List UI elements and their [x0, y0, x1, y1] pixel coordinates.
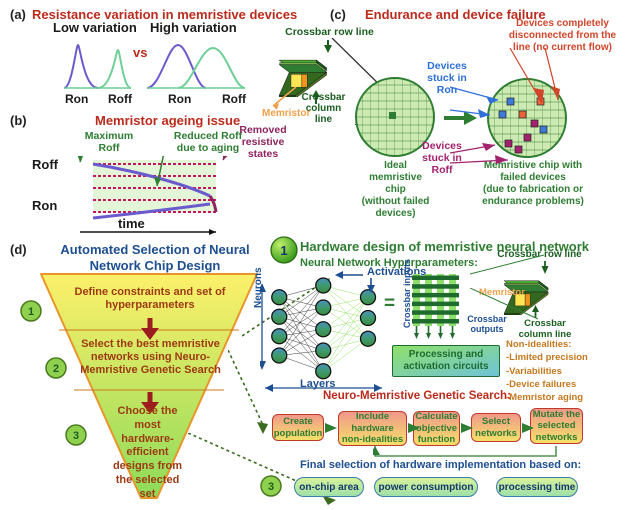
svg-text:1: 1 [280, 243, 287, 258]
svg-text:2: 2 [53, 363, 59, 375]
svg-text:1: 1 [28, 306, 34, 318]
svg-text:3: 3 [73, 430, 79, 442]
svg-text:3: 3 [268, 481, 274, 493]
